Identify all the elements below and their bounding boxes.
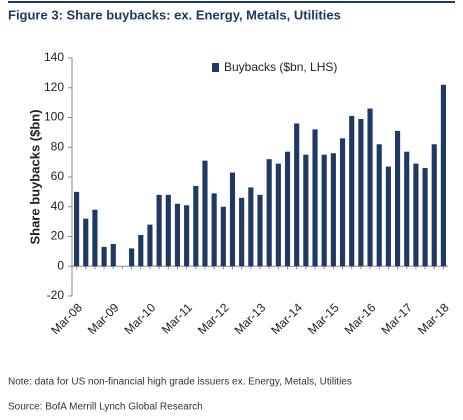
- x-tick-label: Mar-16: [342, 300, 379, 337]
- bar: [229, 172, 236, 267]
- bar: [303, 154, 309, 267]
- bar: [220, 206, 226, 267]
- bar: [129, 248, 135, 267]
- y-tick-label: 100: [44, 110, 64, 124]
- bar: [92, 209, 98, 267]
- bar: [184, 205, 190, 267]
- bar: [422, 168, 428, 267]
- x-tick-label: Mar-14: [268, 300, 305, 337]
- bar: [147, 224, 153, 267]
- bar: [138, 235, 144, 267]
- x-tick-label: Mar-10: [122, 300, 159, 337]
- bar: [413, 163, 419, 267]
- bar: [110, 243, 116, 267]
- bar: [394, 130, 401, 267]
- x-tick-label: Mar-17: [378, 300, 415, 337]
- y-tick-label: 60: [51, 169, 65, 183]
- y-tick-label: 20: [51, 229, 65, 243]
- bar: [239, 197, 245, 267]
- bar: [284, 151, 291, 267]
- bar: [174, 203, 181, 267]
- y-tick-label: -20: [47, 288, 65, 302]
- bar: [275, 163, 281, 267]
- bar: [404, 151, 410, 267]
- bar: [440, 84, 446, 267]
- x-tick-label: Mar-09: [85, 300, 122, 337]
- bar: [321, 154, 327, 267]
- y-tick-label: 80: [51, 139, 65, 153]
- x-tick-label: Mar-15: [305, 300, 342, 337]
- bar: [156, 194, 162, 267]
- y-tick-label: 140: [44, 50, 64, 64]
- bar: [257, 194, 263, 267]
- bar: [312, 129, 318, 267]
- bar: [101, 246, 107, 267]
- y-axis-label: Share buybacks ($bn): [27, 109, 42, 244]
- bar: [376, 144, 382, 267]
- y-tick-label: 40: [51, 199, 65, 213]
- bar: [165, 194, 171, 267]
- bar: [367, 108, 373, 267]
- bar: [193, 185, 199, 267]
- bar: [202, 160, 208, 267]
- x-tick-label: Mar-08: [48, 300, 85, 337]
- x-tick-label: Mar-13: [232, 300, 269, 337]
- bar: [211, 193, 217, 267]
- bar: [431, 144, 437, 267]
- bar: [294, 123, 300, 267]
- y-tick-label: 0: [57, 258, 64, 272]
- bar: [358, 118, 364, 267]
- chart-title: Figure 3: Share buybacks: ex. Energy, Me…: [8, 7, 341, 22]
- legend-swatch: [212, 63, 219, 72]
- bar: [330, 153, 336, 267]
- source: Source: BofA Merrill Lynch Global Resear…: [8, 402, 203, 413]
- y-tick-label: 120: [44, 80, 64, 94]
- bar: [339, 138, 346, 267]
- x-tick-label: Mar-12: [195, 300, 232, 337]
- bar: [266, 159, 272, 267]
- bar: [74, 191, 80, 267]
- note: Note: data for US non-financial high gra…: [8, 377, 352, 388]
- bar: [385, 166, 391, 267]
- legend-label: Buybacks ($bn, LHS): [224, 60, 337, 74]
- bar: [248, 187, 254, 267]
- x-tick-label: Mar-11: [159, 300, 195, 336]
- bar: [349, 116, 355, 267]
- x-tick-label: Mar-18: [415, 300, 452, 337]
- bar: [83, 218, 89, 267]
